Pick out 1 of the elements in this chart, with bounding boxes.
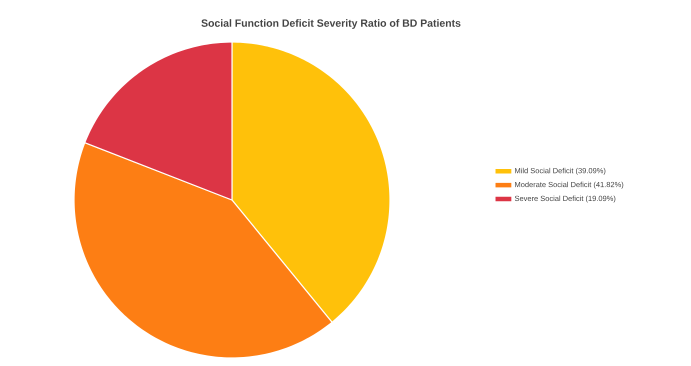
chart-title: Social Function Deficit Severity Ratio of BD Patients [201,19,460,29]
